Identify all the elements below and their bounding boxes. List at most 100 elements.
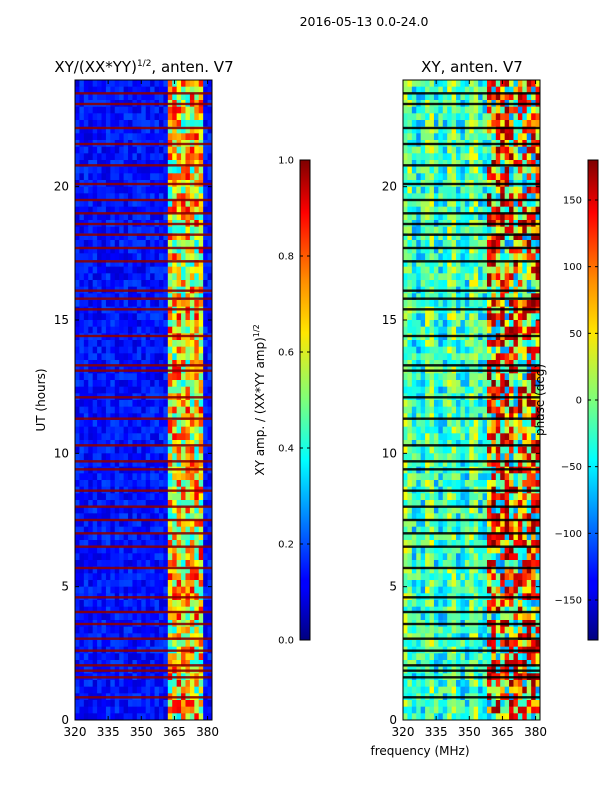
heatmap-cell bbox=[438, 340, 444, 348]
heatmap-cell bbox=[92, 260, 98, 268]
heatmap-cell bbox=[207, 540, 213, 548]
heatmap-cell bbox=[460, 126, 466, 134]
heatmap-cell bbox=[105, 226, 111, 234]
heatmap-cell bbox=[509, 93, 514, 101]
heatmap-cell bbox=[535, 386, 541, 394]
heatmap-cell bbox=[105, 160, 111, 168]
heatmap-cell bbox=[403, 133, 408, 141]
heatmap-cell bbox=[456, 106, 461, 114]
heatmap-cell bbox=[189, 93, 195, 101]
heatmap-cell bbox=[136, 440, 142, 448]
heatmap-cell bbox=[136, 260, 142, 268]
heatmap-cell bbox=[194, 213, 200, 221]
heatmap-cell bbox=[110, 133, 116, 141]
heatmap-cell bbox=[167, 260, 173, 268]
heatmap-cell bbox=[203, 280, 208, 288]
heatmap-cell bbox=[79, 106, 85, 114]
heatmap-cell bbox=[522, 173, 528, 181]
heatmap-cell bbox=[486, 413, 492, 421]
heatmap-cell bbox=[181, 446, 186, 454]
heatmap-cell bbox=[185, 426, 191, 434]
heatmap-cell bbox=[486, 360, 492, 368]
heatmap-cell bbox=[141, 400, 147, 408]
heatmap-cell bbox=[114, 80, 120, 88]
heatmap-cell bbox=[535, 186, 541, 194]
heatmap-cell bbox=[433, 400, 439, 408]
heatmap-cell bbox=[207, 580, 213, 588]
heatmap-cell bbox=[172, 386, 178, 394]
heatmap-cell bbox=[163, 113, 169, 121]
heatmap-cell bbox=[473, 166, 479, 174]
heatmap-cell bbox=[83, 540, 89, 548]
heatmap-cell bbox=[123, 340, 129, 348]
heatmap-cell bbox=[198, 246, 204, 254]
heatmap-cell bbox=[185, 340, 191, 348]
heatmap-cell bbox=[207, 233, 213, 241]
heatmap-cell bbox=[119, 686, 125, 694]
heatmap-cell bbox=[123, 420, 129, 428]
heatmap-cell bbox=[194, 280, 200, 288]
heatmap-cell bbox=[128, 193, 133, 201]
heatmap-cell bbox=[119, 80, 125, 88]
heatmap-cell bbox=[194, 480, 200, 488]
heatmap-cell bbox=[189, 606, 195, 614]
heatmap-cell bbox=[163, 86, 169, 94]
heatmap-cell bbox=[491, 106, 497, 114]
heatmap-cell bbox=[451, 420, 457, 428]
heatmap-cell bbox=[97, 520, 102, 528]
heatmap-cell bbox=[464, 373, 470, 381]
heatmap-cell bbox=[181, 426, 186, 434]
heatmap-cell bbox=[114, 213, 120, 221]
heatmap-cell bbox=[181, 566, 186, 574]
heatmap-cell bbox=[141, 86, 147, 94]
heatmap-cell bbox=[158, 80, 164, 88]
heatmap-cell bbox=[456, 433, 461, 441]
heatmap-cell bbox=[114, 406, 120, 414]
heatmap-cell bbox=[141, 380, 147, 388]
heatmap-cell bbox=[403, 273, 408, 281]
heatmap-cell bbox=[119, 360, 125, 368]
heatmap-cell bbox=[150, 566, 155, 574]
heatmap-cell bbox=[194, 360, 200, 368]
x-tick-label: 350 bbox=[130, 725, 153, 739]
heatmap-cell bbox=[526, 420, 532, 428]
heatmap-cell bbox=[460, 346, 466, 354]
heatmap-cell bbox=[464, 113, 470, 121]
heatmap-cell bbox=[97, 533, 102, 541]
heatmap-cell bbox=[185, 606, 191, 614]
heatmap-cell bbox=[535, 93, 541, 101]
heatmap-cell bbox=[189, 553, 195, 561]
heatmap-cell bbox=[203, 326, 208, 334]
heatmap-cell bbox=[172, 640, 178, 648]
heatmap-cell bbox=[92, 80, 98, 88]
heatmap-cell bbox=[176, 520, 182, 528]
heatmap-cell bbox=[101, 580, 107, 588]
heatmap-cell bbox=[478, 280, 483, 288]
heatmap-cell bbox=[88, 446, 94, 454]
heatmap-cell bbox=[92, 533, 98, 541]
heatmap-cell bbox=[504, 120, 510, 128]
heatmap-cell bbox=[88, 640, 94, 648]
heatmap-cell bbox=[535, 420, 541, 428]
heatmap-cell bbox=[517, 186, 523, 194]
heatmap-cell bbox=[101, 520, 107, 528]
heatmap-cell bbox=[513, 400, 519, 408]
heatmap-cell bbox=[167, 153, 173, 161]
heatmap-cell bbox=[207, 613, 213, 621]
heatmap-cell bbox=[150, 113, 155, 121]
heatmap-cell bbox=[513, 126, 519, 134]
heatmap-cell bbox=[526, 233, 532, 241]
heatmap-cell bbox=[158, 640, 164, 648]
heatmap-cell bbox=[464, 80, 470, 88]
heatmap-cell bbox=[136, 293, 142, 301]
heatmap-cell bbox=[403, 420, 408, 428]
heatmap-cell bbox=[163, 266, 169, 274]
heatmap-cell bbox=[482, 353, 488, 361]
heatmap-cell bbox=[482, 386, 488, 394]
heatmap-cell bbox=[433, 453, 439, 461]
heatmap-cell bbox=[136, 413, 142, 421]
heatmap-cell bbox=[119, 113, 125, 121]
heatmap-cell bbox=[88, 553, 94, 561]
heatmap-cell bbox=[97, 540, 102, 548]
heatmap-cell bbox=[154, 233, 160, 241]
